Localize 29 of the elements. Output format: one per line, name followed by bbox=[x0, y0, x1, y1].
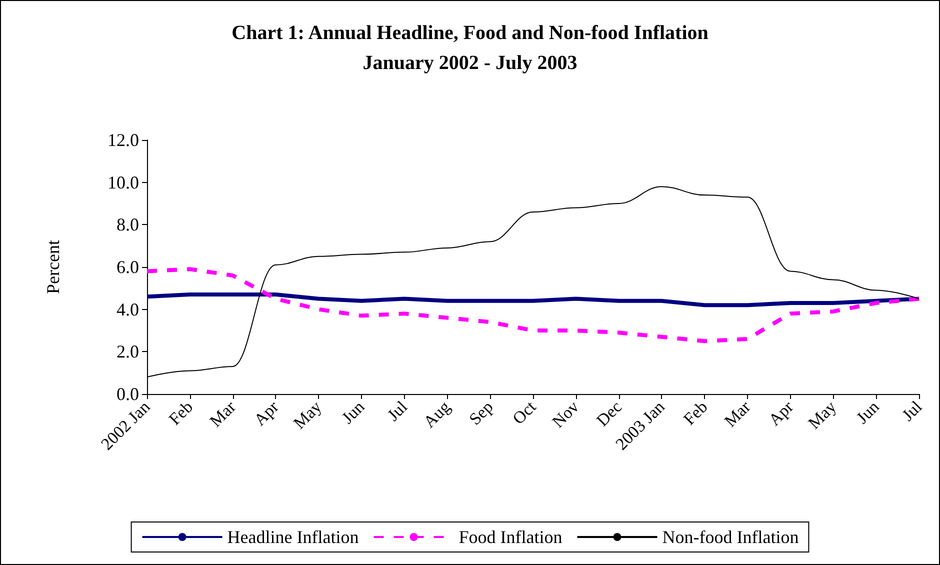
x-tick-label: Feb bbox=[680, 397, 712, 429]
legend-label: Headline Inflation bbox=[227, 527, 359, 547]
x-tick-label: Feb bbox=[165, 397, 197, 429]
y-tick-label: 12.0 bbox=[108, 130, 139, 150]
y-tick-label: 0.0 bbox=[116, 384, 139, 404]
y-axis-title: Percent bbox=[43, 240, 63, 294]
legend-label: Food Inflation bbox=[458, 527, 562, 547]
x-tick-label: Apr bbox=[250, 397, 283, 430]
x-tick-label: Mar bbox=[206, 397, 240, 431]
y-tick-label: 4.0 bbox=[116, 299, 139, 320]
x-tick-label: Aug bbox=[420, 396, 454, 432]
x-tick-label: Jun bbox=[852, 396, 884, 428]
y-tick-label: 6.0 bbox=[116, 257, 139, 277]
x-tick-label: Apr bbox=[764, 397, 798, 430]
legend-label: Non-food Inflation bbox=[662, 527, 799, 547]
x-tick-label: Jul bbox=[384, 397, 412, 425]
x-tick-label: Oct bbox=[508, 397, 540, 428]
x-tick-label: Jun bbox=[338, 396, 369, 428]
x-tick-label: Sep bbox=[465, 397, 497, 429]
x-tick-label: May bbox=[290, 396, 326, 433]
y-tick-label: 8.0 bbox=[116, 214, 139, 235]
y-tick-label: 10.0 bbox=[108, 172, 139, 192]
x-tick-label: Nov bbox=[548, 396, 583, 432]
y-tick-label: 2.0 bbox=[116, 342, 139, 362]
x-tick-label: May bbox=[804, 396, 840, 433]
chart-title: Chart 1: Annual Headline, Food and Non-food Inflation January 2002 - July 2003 bbox=[232, 22, 708, 74]
line-series bbox=[145, 267, 921, 344]
x-tick-label: Mar bbox=[720, 397, 754, 431]
x-tick-label: Jul bbox=[898, 397, 926, 425]
